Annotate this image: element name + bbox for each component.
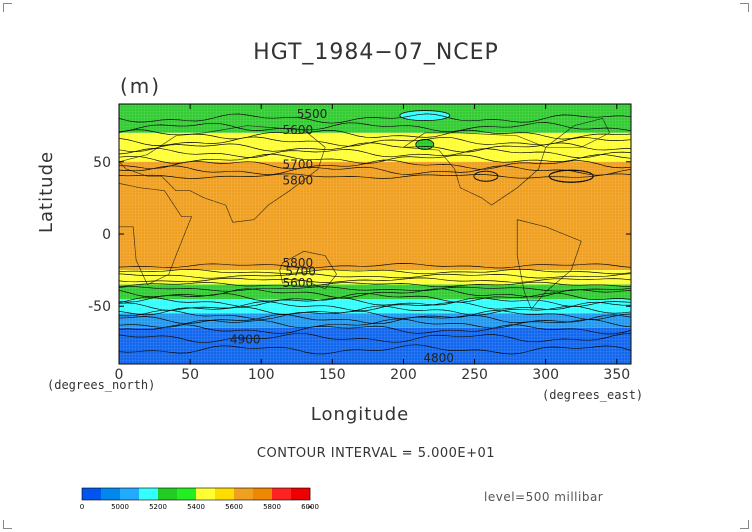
grid-overlay	[119, 104, 631, 364]
x-tick-label: 0	[115, 367, 124, 383]
colorbar-label: 0	[80, 503, 84, 511]
x-axis-ticks: 0 50 100 150 200 250 300 350	[115, 104, 630, 383]
colorbar-swatch	[82, 488, 102, 500]
colorbar-swatch	[253, 488, 273, 500]
colorbar-frame	[81, 487, 311, 501]
y-tick-label: -50	[88, 299, 111, 315]
contour-label: 5700	[283, 158, 314, 172]
colorbar-swatch	[139, 488, 159, 500]
contour-interval: CONTOUR INTERVAL = 5.000E+01	[256, 446, 496, 461]
contour-label: 5800	[283, 256, 314, 270]
frame-corner-top-left	[3, 3, 12, 12]
contour-label: 5700	[285, 265, 316, 279]
y-axis-label: Latitude	[36, 150, 57, 233]
colorbar-swatch	[272, 488, 292, 500]
x-tick-label: 50	[181, 367, 199, 383]
x-tick-label: 150	[319, 367, 346, 383]
x-tick-label: 100	[248, 367, 275, 383]
y-axis-ticks: 50 0 -50	[88, 155, 631, 315]
contour-label: 5600	[283, 276, 314, 290]
colorbar-label: ∞	[307, 503, 313, 511]
colorbar-label: 5200	[149, 503, 167, 511]
colorbar-swatch	[120, 488, 140, 500]
frame-corner-bottom-left	[3, 520, 12, 529]
colorbar-label: 6000	[301, 503, 319, 511]
colorbar-label: 5000	[111, 503, 129, 511]
y-tick-label: 50	[93, 155, 111, 171]
frame-corner-top-right	[740, 3, 749, 12]
colorbar-label: 5800	[263, 503, 281, 511]
colorbar-swatch	[291, 488, 311, 500]
contour-label: 5600	[283, 123, 314, 137]
colorbar-label: 5400	[187, 503, 205, 511]
contour-label: 4900	[230, 332, 261, 346]
colorbar-swatch	[215, 488, 235, 500]
colorbar-label: 5600	[225, 503, 243, 511]
y-tick-label: 0	[102, 227, 111, 243]
x-axis-label: Longitude	[310, 404, 410, 425]
units-label: (m)	[120, 74, 162, 98]
colorbar-swatch	[101, 488, 121, 500]
contour-label: 4800	[423, 351, 454, 365]
chart-title: HGT_1984−07_NCEP	[253, 40, 499, 65]
colorbar-swatch	[158, 488, 178, 500]
colorbar-swatch	[177, 488, 197, 500]
x-tick-label: 300	[532, 367, 559, 383]
x-tick-label: 250	[461, 367, 488, 383]
colorbar-swatch	[234, 488, 254, 500]
level-label: level=500 millibar	[484, 490, 604, 504]
x-axis-unit-right: (degrees_east)	[542, 388, 644, 402]
contour-label: 5800	[283, 174, 314, 188]
x-axis-unit-left: (degrees_north)	[47, 378, 156, 392]
x-tick-label: 200	[390, 367, 417, 383]
frame-corner-bottom-right	[740, 520, 749, 529]
colorbar: 0 5000 5200 5400 5600 5800 6000∞	[80, 487, 319, 511]
colorbar-swatch	[196, 488, 216, 500]
contour-label: 5500	[297, 107, 328, 121]
x-tick-label: 350	[603, 367, 630, 383]
